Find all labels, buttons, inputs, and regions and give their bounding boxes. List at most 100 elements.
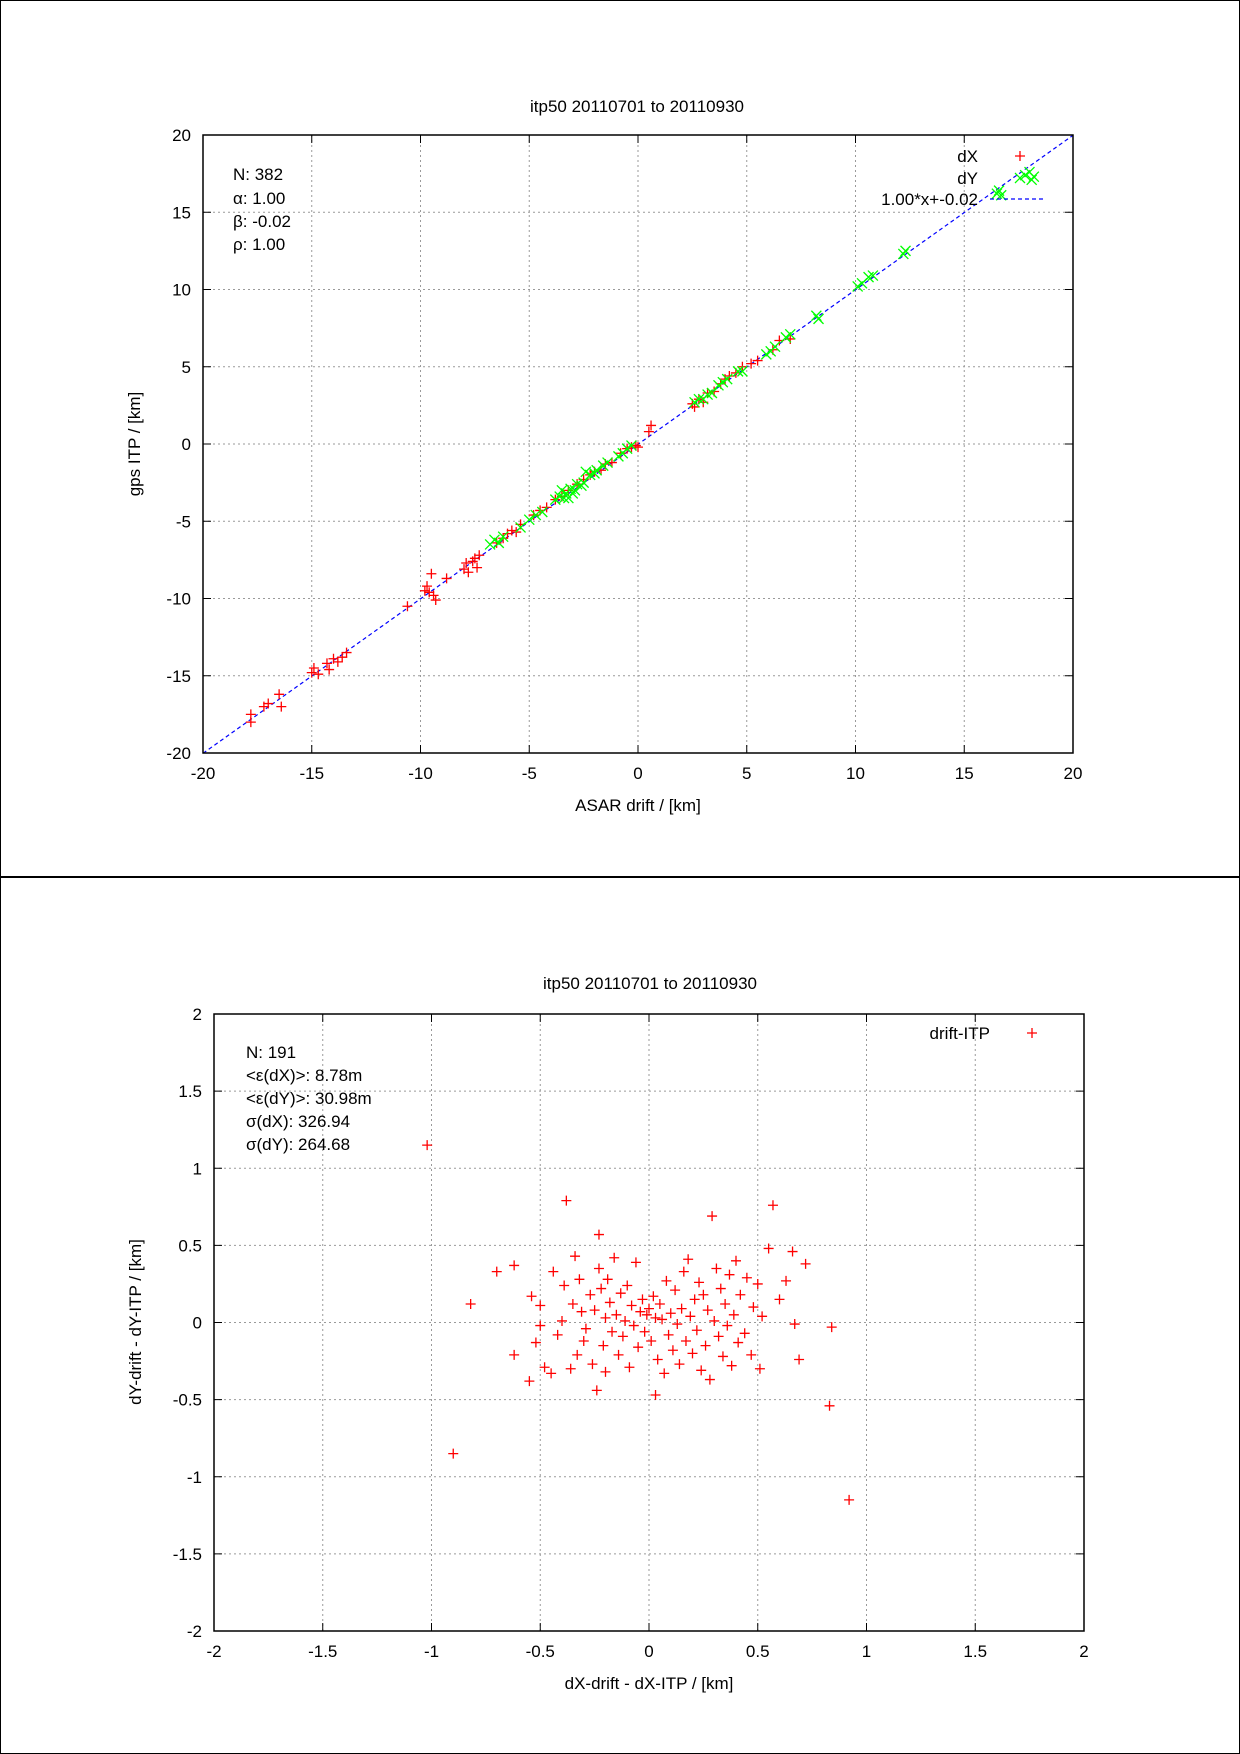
data-point-drift-ITP: [567, 1298, 578, 1309]
chart-top-ticks: -20 -15 -10 -5 0 5 10 15 20 -20 -15 -10 -5 0 5 10 15 20: [166, 126, 1082, 783]
data-point-drift-ITP: [630, 1257, 641, 1268]
stat-sigma-dy: σ(dY): 264.68: [246, 1135, 350, 1154]
data-point-dX: [321, 658, 332, 669]
panel-divider: [0, 876, 1240, 878]
data-point-drift-ITP: [628, 1320, 639, 1331]
legend-mark-drift-itp: [1027, 1028, 1037, 1038]
data-point-drift-ITP: [600, 1312, 611, 1323]
y-tick-label: -1: [187, 1468, 202, 1487]
x-tick-label: 10: [846, 764, 865, 783]
data-point-drift-ITP: [781, 1275, 792, 1286]
y-tick-label: 20: [172, 126, 191, 145]
data-point-drift-ITP: [694, 1277, 705, 1288]
data-point-drift-ITP: [637, 1294, 648, 1305]
data-point-dY: [591, 464, 603, 476]
stat-eps-dy: <ε(dY)>: 30.98m: [246, 1089, 372, 1108]
data-point-dX: [313, 669, 324, 680]
data-point-dX: [337, 652, 348, 663]
chart-top-title: itp50 20110701 to 20110930: [530, 97, 744, 116]
chart-bottom-grid: [214, 1014, 1084, 1631]
data-point-drift-ITP: [615, 1288, 626, 1299]
data-point-drift-ITP: [530, 1337, 541, 1348]
data-point-drift-ITP: [689, 1294, 700, 1305]
data-point-drift-ITP: [535, 1320, 546, 1331]
x-tick-label: 2: [1079, 1642, 1088, 1661]
chart-bottom-plot-border: [213, 1013, 1085, 1632]
data-point-dX: [276, 701, 287, 712]
data-point-drift-ITP: [754, 1363, 765, 1374]
y-tick-label: -5: [176, 512, 191, 531]
data-point-drift-ITP: [670, 1285, 681, 1296]
data-point-dX: [633, 442, 643, 453]
data-point-drift-ITP: [700, 1340, 711, 1351]
data-point-drift-ITP: [650, 1390, 661, 1400]
stat-alpha: α: 1.00: [233, 189, 285, 208]
data-point-drift-ITP: [657, 1314, 668, 1325]
data-point-drift-ITP: [733, 1337, 744, 1348]
y-tick-label: -1.5: [173, 1545, 202, 1564]
data-point-dY: [721, 373, 733, 385]
data-point-drift-ITP: [717, 1351, 728, 1362]
data-point-drift-ITP: [720, 1298, 731, 1309]
data-point-drift-ITP: [724, 1269, 735, 1280]
data-point-dX: [274, 689, 285, 700]
data-point-drift-ITP: [593, 1263, 604, 1274]
x-tick-label: -2: [206, 1642, 221, 1661]
data-point-drift-ITP: [739, 1328, 750, 1339]
data-point-drift-ITP: [650, 1312, 661, 1323]
data-point-drift-ITP: [741, 1272, 752, 1283]
stat-eps-dx: <ε(dX)>: 8.78m: [246, 1066, 362, 1085]
data-point-drift-ITP: [578, 1336, 589, 1347]
data-point-dX: [606, 457, 617, 468]
data-point-drift-ITP: [665, 1308, 676, 1319]
data-point-drift-ITP: [622, 1280, 633, 1291]
data-point-dX: [463, 567, 474, 578]
chart-top-points: [245, 166, 1040, 728]
data-point-dX: [472, 562, 483, 573]
data-point-dX: [426, 568, 437, 579]
data-point-drift-ITP: [728, 1309, 739, 1320]
data-point-drift-ITP: [704, 1374, 715, 1385]
data-point-dY: [493, 537, 505, 549]
data-point-dX: [461, 557, 472, 568]
data-point-dY: [769, 341, 781, 353]
data-point-drift-ITP: [844, 1494, 855, 1505]
chart-top-ylabel: gps ITP / [km]: [125, 392, 144, 497]
data-point-drift-ITP: [624, 1362, 635, 1373]
data-point-drift-ITP: [824, 1400, 835, 1411]
stat-n: N: 382: [233, 165, 283, 184]
chart-bottom-title: itp50 20110701 to 20110930: [543, 974, 757, 993]
data-point-drift-ITP: [800, 1258, 811, 1269]
chart-bottom-xlabel: dX-drift - dX-ITP / [km]: [565, 1674, 734, 1693]
legend-label-dx: dX: [957, 147, 978, 166]
x-tick-label: 1: [862, 1642, 871, 1661]
data-point-dX: [506, 525, 517, 536]
y-tick-label: -10: [166, 590, 191, 609]
data-point-drift-ITP: [726, 1360, 737, 1371]
x-tick-label: -1.5: [308, 1642, 337, 1661]
data-point-dY: [900, 245, 911, 257]
data-point-dX: [422, 581, 433, 592]
chart-top-grid: [203, 135, 1073, 753]
legend-mark-dx: [1015, 151, 1025, 161]
data-point-drift-ITP: [465, 1298, 476, 1309]
x-tick-label: 20: [1064, 764, 1083, 783]
data-point-dY: [497, 531, 509, 543]
data-point-drift-ITP: [596, 1283, 607, 1294]
data-point-drift-ITP: [535, 1300, 546, 1311]
data-point-dX: [441, 573, 452, 584]
data-point-drift-ITP: [600, 1366, 611, 1377]
chart-top-stats: N: 382 α: 1.00 β: -0.02 ρ: 1.00: [233, 165, 291, 254]
data-point-drift-ITP: [587, 1359, 598, 1370]
y-tick-label: 5: [182, 358, 191, 377]
chart-bottom-ylabel: dY-drift - dY-ITP / [km]: [126, 1239, 145, 1405]
data-point-dY: [784, 328, 796, 340]
data-point-drift-ITP: [602, 1274, 613, 1285]
data-point-dX: [474, 550, 485, 561]
data-point-drift-ITP: [591, 1385, 602, 1396]
y-tick-label: 0: [193, 1314, 202, 1333]
data-point-dY: [536, 506, 548, 518]
chart-bottom-points: [422, 1140, 855, 1505]
x-tick-label: -10: [408, 764, 433, 783]
data-point-drift-ITP: [674, 1359, 685, 1370]
